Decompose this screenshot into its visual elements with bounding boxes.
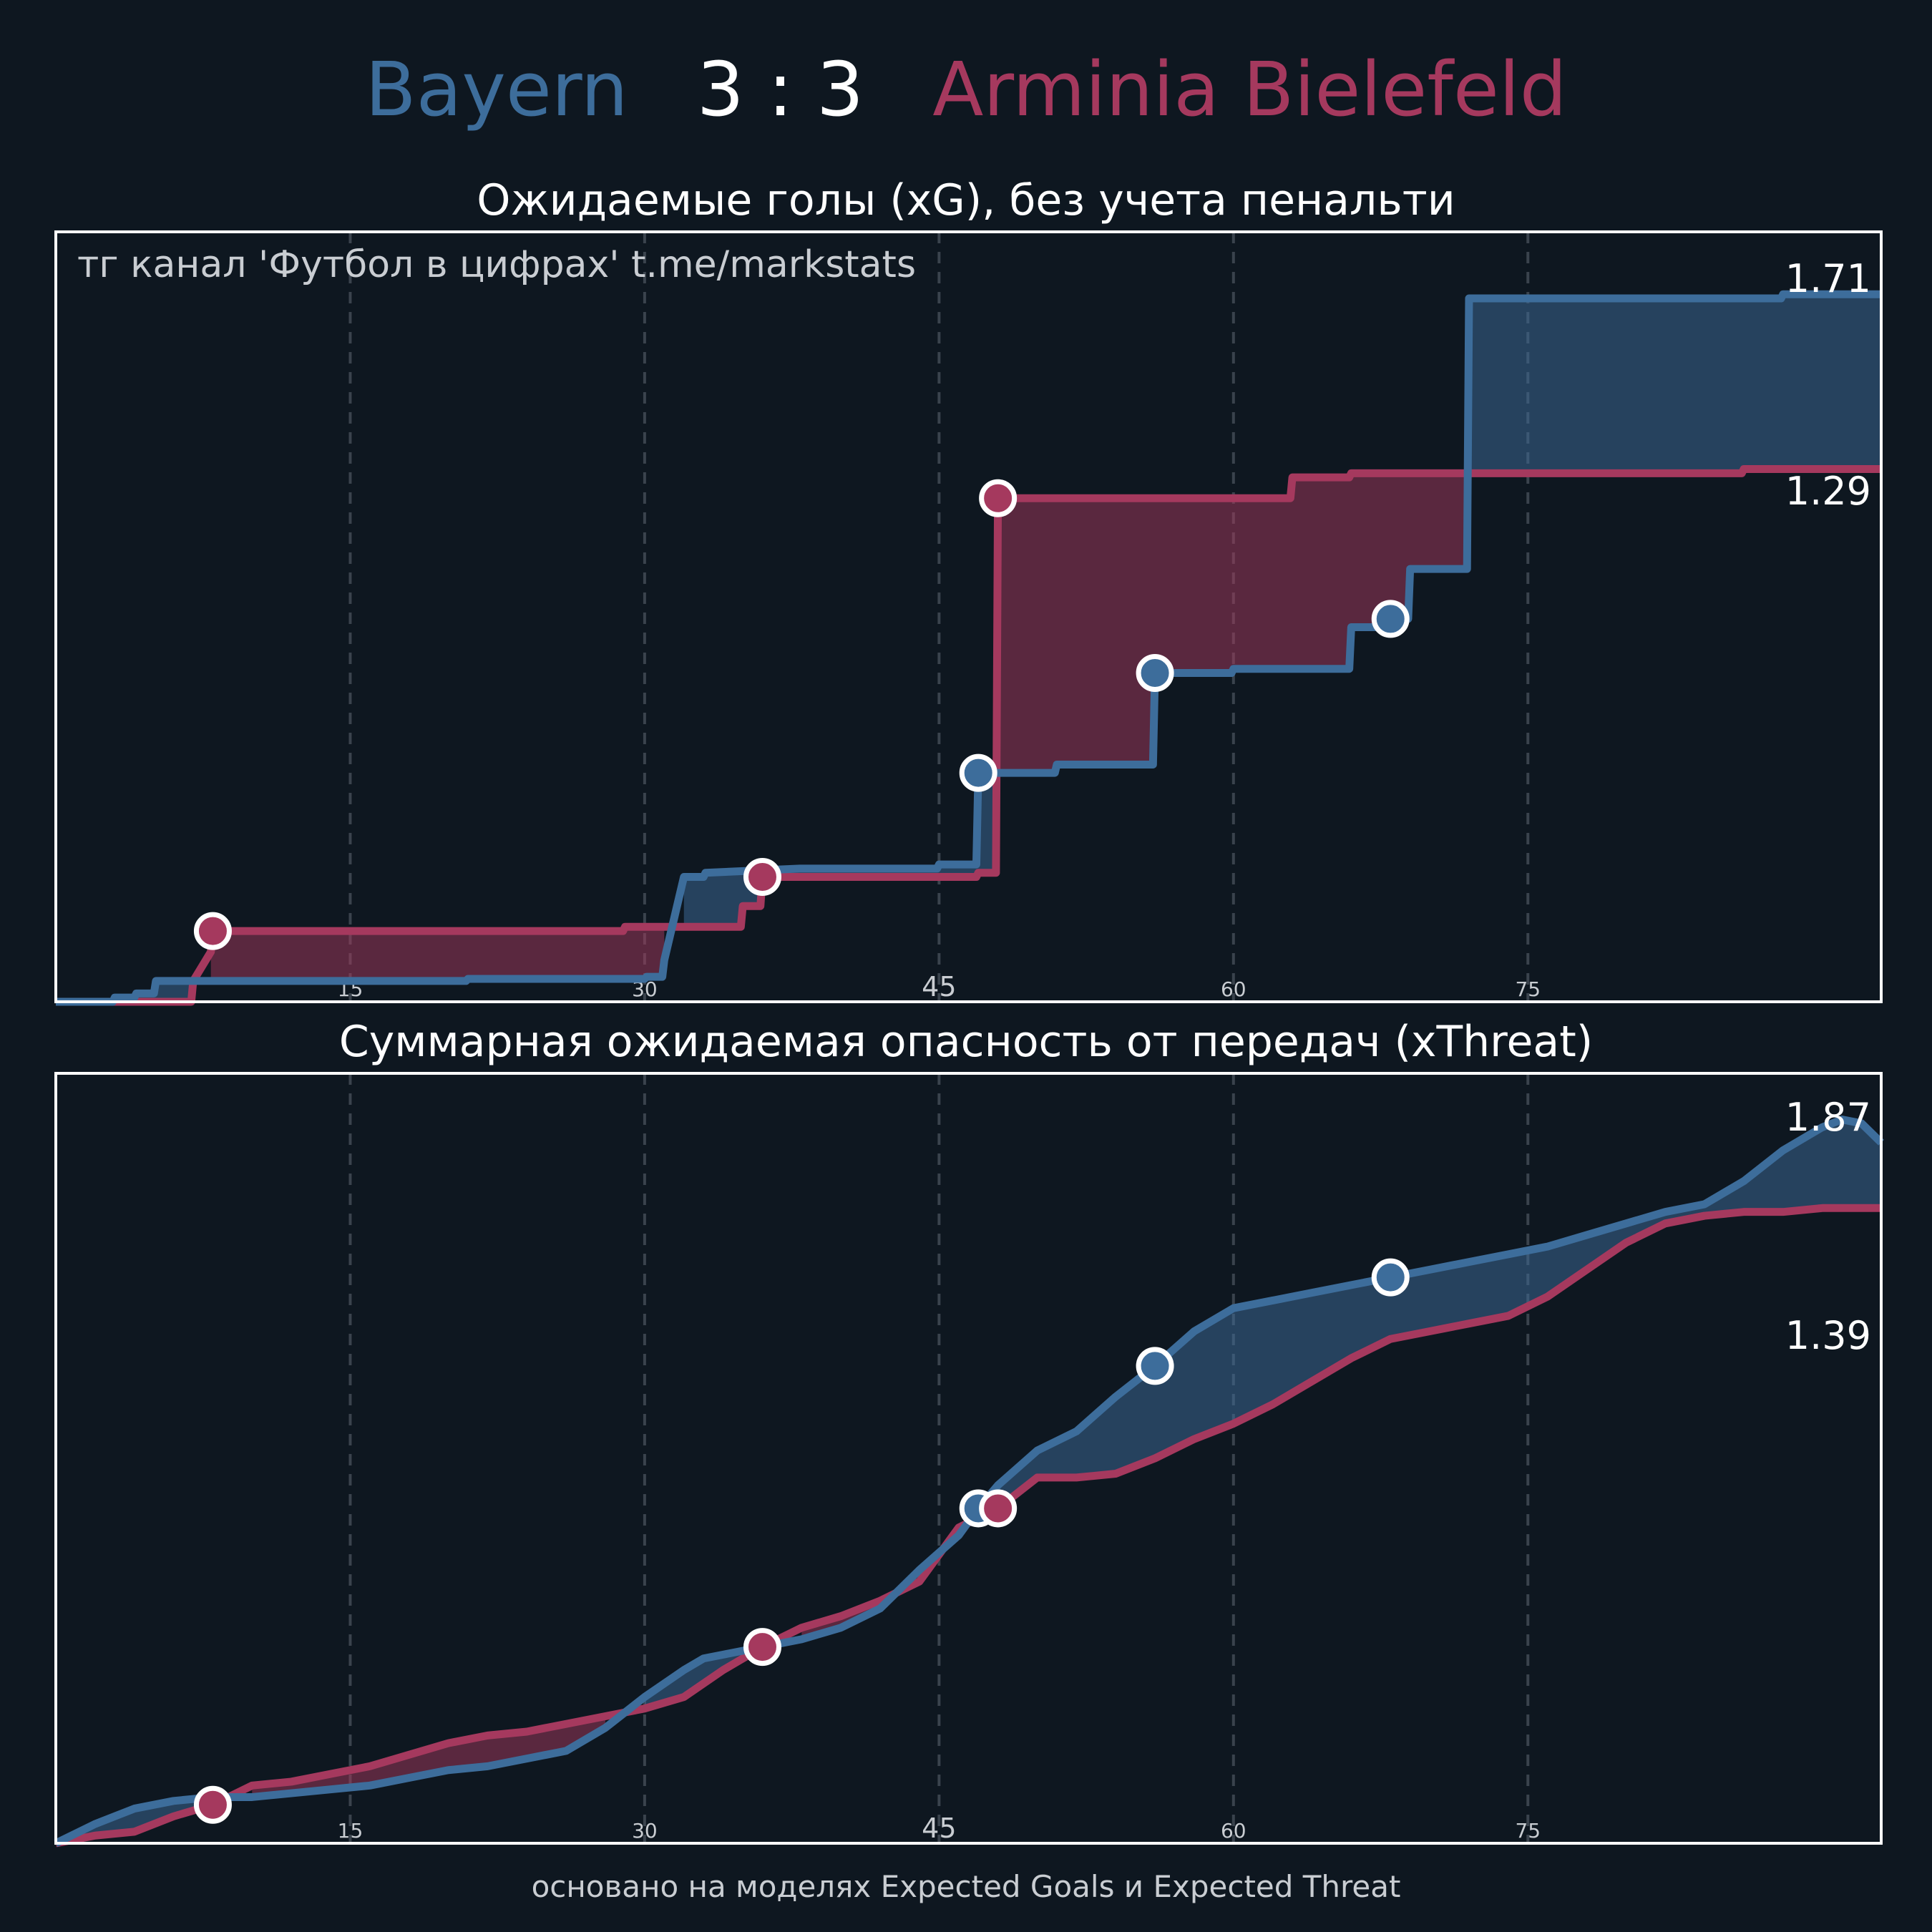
xg-fill-area bbox=[1468, 294, 1881, 474]
match-score: 3 : 3 bbox=[696, 46, 864, 133]
xg-chart: 15 30 45 60 75 bbox=[54, 230, 1883, 1006]
xg-fill-area bbox=[997, 473, 1468, 774]
xthreat-away-goal-marker bbox=[193, 1785, 232, 1824]
xthreat-x-tick-label: 30 bbox=[632, 1819, 658, 1843]
xthreat-away-goal-marker bbox=[743, 1628, 781, 1667]
xg-home-goal-marker bbox=[1371, 600, 1410, 638]
xg-chart-title: Ожидаемые голы (xG), без учета пенальти bbox=[477, 175, 1455, 225]
xg-x-tick-label: 45 bbox=[922, 971, 956, 1002]
xthreat-plot-frame bbox=[54, 1072, 1883, 1845]
xthreat-x-tick-label: 15 bbox=[338, 1819, 364, 1843]
xthreat-home-end-label: 1.87 bbox=[1785, 1095, 1871, 1140]
xthreat-chart: 15 30 45 60 75 bbox=[54, 1072, 1884, 1848]
away-team-name: Arminia Bielefeld bbox=[932, 46, 1567, 133]
xg-away-goal-marker bbox=[979, 479, 1018, 517]
xg-fill-area bbox=[210, 927, 665, 981]
xg-away-line bbox=[56, 465, 1881, 1006]
xg-away-goal-marker bbox=[193, 912, 232, 950]
xthreat-away-line bbox=[54, 1204, 1881, 1848]
match-header: Bayern 3 : 3 Arminia Bielefeld bbox=[0, 43, 1932, 136]
watermark-text: тг канал 'Футбол в цифрах' t.me/markstat… bbox=[77, 243, 917, 286]
xg-home-line bbox=[56, 290, 1881, 1006]
xg-home-end-label: 1.71 bbox=[1785, 256, 1871, 301]
xg-x-tick-label: 75 bbox=[1515, 977, 1541, 1001]
xg-away-end-label: 1.29 bbox=[1785, 469, 1871, 514]
xthreat-x-tick-label: 45 bbox=[922, 1813, 956, 1844]
xg-home-goal-marker bbox=[959, 753, 997, 792]
footer-note: основано на моделях Expected Goals и Exp… bbox=[531, 1869, 1401, 1904]
xthreat-home-line bbox=[54, 1116, 1884, 1847]
xthreat-fill-area bbox=[978, 1119, 1881, 1518]
xthreat-away-end-label: 1.39 bbox=[1785, 1313, 1871, 1358]
xthreat-x-tick-label: 60 bbox=[1221, 1819, 1246, 1843]
xthreat-chart-title: Суммарная ожидаемая опасность от передач… bbox=[338, 1017, 1594, 1067]
xthreat-away-goal-marker bbox=[979, 1489, 1018, 1528]
xg-fill-area bbox=[683, 773, 996, 927]
xg-away-goal-marker bbox=[743, 858, 781, 897]
xthreat-home-goal-marker bbox=[1371, 1258, 1410, 1297]
home-team-name: Bayern bbox=[365, 46, 628, 133]
xg-plot-frame bbox=[54, 230, 1883, 1003]
xthreat-home-goal-marker bbox=[1136, 1347, 1174, 1385]
xg-home-goal-marker bbox=[1136, 654, 1174, 693]
xg-x-tick-label: 60 bbox=[1221, 977, 1246, 1001]
xthreat-x-tick-label: 75 bbox=[1515, 1819, 1541, 1843]
